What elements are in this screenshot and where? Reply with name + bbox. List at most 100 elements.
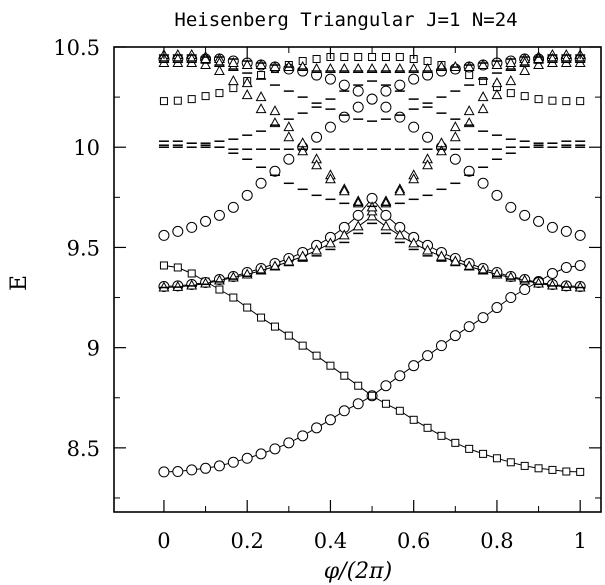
data-point	[506, 458, 515, 467]
data-point	[463, 60, 475, 72]
data-point	[465, 71, 474, 80]
data-point	[159, 261, 168, 270]
x-tick-label: 0	[157, 529, 170, 553]
data-point	[422, 159, 433, 170]
data-point	[187, 95, 196, 104]
data-point	[368, 391, 377, 400]
data-point	[325, 237, 336, 248]
chart-title: Heisenberg Triangular J=1 N=24	[174, 9, 517, 31]
data-point	[505, 292, 517, 304]
data-point	[186, 221, 198, 233]
data-point	[533, 58, 545, 70]
data-point	[380, 209, 392, 221]
data-point	[311, 244, 323, 255]
data-point	[269, 165, 281, 177]
data-point	[422, 131, 434, 143]
data-point	[200, 58, 212, 70]
data-point	[408, 237, 420, 248]
data-point	[158, 466, 170, 478]
data-point	[255, 448, 267, 460]
data-point	[574, 229, 586, 241]
data-point	[534, 464, 543, 473]
series-12	[158, 60, 586, 122]
data-point	[229, 84, 238, 93]
y-tick-label: 10	[73, 136, 100, 160]
data-point	[269, 105, 281, 116]
data-point	[477, 264, 489, 275]
data-point	[366, 210, 378, 221]
y-tick-label: 9.5	[67, 236, 100, 260]
data-point	[213, 460, 225, 472]
data-point	[311, 131, 323, 143]
data-point	[519, 209, 531, 221]
data-point	[255, 264, 267, 275]
data-point	[449, 121, 461, 132]
data-point	[546, 279, 558, 290]
data-point	[227, 56, 239, 68]
data-point	[560, 225, 572, 237]
y-tick-label: 10.5	[53, 36, 100, 60]
series-4	[158, 222, 586, 289]
data-point	[520, 461, 529, 470]
data-point	[324, 121, 336, 133]
data-point	[187, 269, 196, 278]
data-point	[491, 89, 503, 100]
data-point	[423, 423, 432, 432]
data-point	[312, 351, 321, 360]
data-point	[380, 220, 392, 231]
data-point	[394, 229, 406, 240]
data-point	[366, 93, 378, 105]
y-tick-label: 9	[87, 337, 100, 361]
data-point	[449, 153, 461, 165]
data-point	[243, 303, 252, 312]
data-point	[324, 73, 336, 85]
data-point	[449, 330, 461, 342]
x-tick-label: 0.6	[397, 529, 430, 553]
data-point	[560, 261, 572, 273]
data-point	[380, 101, 392, 113]
data-point	[186, 279, 198, 290]
data-point	[408, 173, 420, 184]
data-point	[477, 312, 489, 324]
data-point	[505, 201, 517, 213]
data-point	[283, 153, 295, 165]
data-point	[213, 65, 225, 76]
data-point	[435, 340, 447, 352]
data-point	[298, 341, 307, 350]
data-point	[255, 103, 267, 114]
data-point	[201, 92, 210, 101]
data-point	[380, 85, 392, 97]
data-point	[479, 449, 488, 458]
data-point	[576, 97, 585, 106]
x-tick-label: 0.2	[230, 529, 263, 553]
data-point	[227, 201, 239, 213]
data-point	[560, 280, 572, 291]
data-point	[506, 89, 515, 98]
data-point	[477, 91, 489, 102]
data-point	[437, 431, 446, 440]
data-point	[436, 145, 447, 156]
data-point	[283, 131, 295, 142]
data-point	[422, 350, 434, 362]
data-point	[241, 89, 253, 100]
data-point	[297, 430, 309, 442]
data-point	[519, 65, 531, 76]
data-point	[562, 467, 571, 476]
data-point	[380, 380, 392, 392]
data-point	[394, 185, 406, 196]
data-point	[394, 111, 406, 123]
series-line	[163, 215, 581, 288]
x-tick-label: 0.4	[314, 529, 347, 553]
data-point	[326, 361, 335, 370]
data-point	[186, 464, 198, 476]
data-point	[227, 75, 239, 86]
data-point	[395, 53, 404, 62]
data-point	[255, 177, 267, 189]
data-point	[479, 77, 488, 86]
data-point	[338, 79, 350, 91]
data-point	[562, 97, 571, 106]
data-point	[354, 53, 363, 62]
series-15	[158, 80, 586, 146]
data-point	[477, 103, 489, 114]
data-point	[408, 73, 420, 85]
